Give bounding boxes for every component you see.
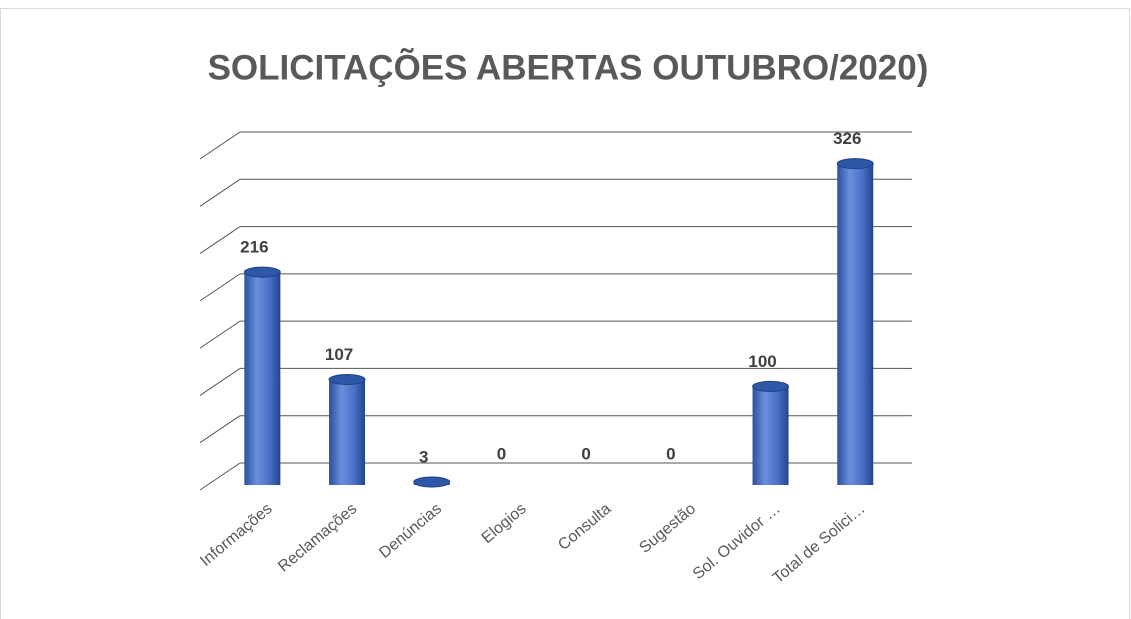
depth-tick [199, 178, 241, 207]
depth-tick [199, 273, 241, 302]
bar [328, 374, 366, 485]
bar [752, 380, 790, 485]
bar [243, 266, 281, 485]
depth-tick [199, 320, 241, 349]
data-label: 216 [240, 238, 268, 257]
data-label: 0 [666, 444, 675, 463]
data-label: 100 [748, 352, 776, 371]
depth-tick [199, 226, 241, 254]
depth-tick [199, 131, 241, 160]
data-label: 0 [581, 444, 590, 463]
chart-frame [0, 8, 1130, 619]
chart-title: SOLICITAÇÕES ABERTAS OUTUBRO/2020) [208, 47, 929, 87]
data-label: 3 [419, 448, 428, 467]
depth-tick [199, 415, 241, 444]
depth-tick [199, 368, 241, 396]
data-label: 326 [833, 129, 861, 148]
depth-tick [199, 462, 241, 491]
data-label: 0 [497, 444, 506, 463]
bar [836, 158, 874, 485]
bar [413, 476, 451, 488]
data-label: 107 [325, 345, 353, 364]
